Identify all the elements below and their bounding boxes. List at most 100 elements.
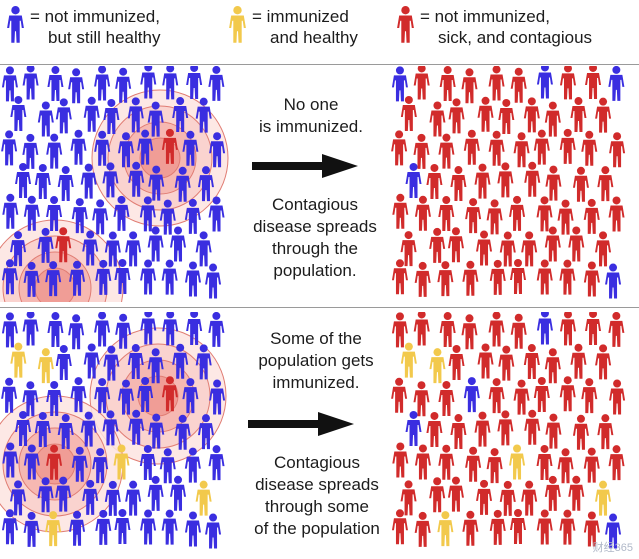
blue-person-icon xyxy=(7,6,24,43)
person-sick-icon xyxy=(509,195,526,231)
person-not-immunized-icon xyxy=(34,163,51,199)
person-not-immunized-icon xyxy=(208,312,225,347)
person-sick-icon xyxy=(465,198,482,234)
person-sick-icon xyxy=(438,444,455,480)
person-not-immunized-icon xyxy=(608,66,625,101)
person-sick-icon xyxy=(498,98,515,134)
person-not-immunized-icon xyxy=(69,260,86,296)
caption-line: disease spreads xyxy=(253,217,377,236)
person-sick-icon xyxy=(438,133,455,169)
person-not-immunized-icon xyxy=(208,66,225,101)
person-not-immunized-icon xyxy=(57,414,74,450)
person-not-immunized-icon xyxy=(170,226,187,262)
caption-line: immunized. xyxy=(272,373,360,392)
person-not-immunized-icon xyxy=(137,377,154,413)
person-sick-icon xyxy=(585,312,602,345)
person-sick-icon xyxy=(557,199,574,235)
arrow-right-icon xyxy=(248,412,354,436)
person-sick-icon xyxy=(414,261,431,297)
crowd-before-spread xyxy=(0,312,227,549)
person-not-immunized-icon xyxy=(68,68,85,104)
person-not-immunized-icon xyxy=(80,411,97,447)
person-not-immunized-icon xyxy=(55,344,72,380)
person-sick-icon xyxy=(536,196,553,232)
person-sick-icon xyxy=(55,227,72,263)
person-sick-icon xyxy=(536,509,553,545)
person-sick-icon xyxy=(392,442,409,478)
person-not-immunized-icon xyxy=(463,377,480,413)
person-not-immunized-icon xyxy=(208,196,225,232)
person-sick-icon xyxy=(477,96,494,132)
person-sick-icon xyxy=(572,414,589,450)
person-sick-icon xyxy=(486,448,503,484)
person-not-immunized-icon xyxy=(1,66,18,102)
person-not-immunized-icon xyxy=(159,199,176,235)
person-not-immunized-icon xyxy=(128,161,145,197)
person-sick-icon xyxy=(413,66,430,100)
person-sick-icon xyxy=(513,132,530,168)
caption-line: population. xyxy=(273,261,357,280)
person-sick-icon xyxy=(400,480,417,516)
person-not-immunized-icon xyxy=(139,444,156,480)
person-not-immunized-icon xyxy=(1,509,18,545)
person-not-immunized-icon xyxy=(55,98,72,134)
person-sick-icon xyxy=(536,444,553,480)
person-not-immunized-icon xyxy=(104,480,121,516)
person-not-immunized-icon xyxy=(22,312,39,346)
person-not-immunized-icon xyxy=(148,165,165,201)
crowd-after-spread xyxy=(391,312,626,549)
person-sick-icon xyxy=(608,196,625,232)
person-sick-icon xyxy=(439,66,456,102)
person-not-immunized-icon xyxy=(184,198,201,234)
person-sick-icon xyxy=(568,226,585,262)
person-immunized-icon xyxy=(429,348,446,384)
person-not-immunized-icon xyxy=(10,480,27,516)
person-not-immunized-icon xyxy=(69,510,86,546)
person-not-immunized-icon xyxy=(125,480,142,516)
person-sick-icon xyxy=(559,376,576,412)
person-not-immunized-icon xyxy=(186,312,203,345)
person-not-immunized-icon xyxy=(536,312,553,345)
person-sick-icon xyxy=(585,66,602,99)
crowd-after-spread xyxy=(391,66,626,299)
person-not-immunized-icon xyxy=(70,377,87,413)
person-not-immunized-icon xyxy=(102,410,119,446)
person-sick-icon xyxy=(489,259,506,295)
person-not-immunized-icon xyxy=(94,130,111,166)
person-sick-icon xyxy=(544,226,561,262)
person-immunized-icon xyxy=(437,511,454,547)
red-person-icon xyxy=(397,6,414,43)
person-not-immunized-icon xyxy=(22,381,39,417)
person-not-immunized-icon xyxy=(83,96,100,132)
person-sick-icon xyxy=(533,129,550,165)
person-sick-icon xyxy=(474,163,491,199)
person-sick-icon xyxy=(545,413,562,449)
person-sick-icon xyxy=(559,312,576,346)
person-not-immunized-icon xyxy=(71,198,88,234)
person-sick-icon xyxy=(509,259,526,295)
person-sick-icon xyxy=(583,261,600,297)
person-not-immunized-icon xyxy=(47,66,64,102)
person-not-immunized-icon xyxy=(209,379,226,415)
caption-top: No one is immunized. xyxy=(236,94,386,138)
legend-label-line1: = immunized xyxy=(252,7,349,26)
person-not-immunized-icon xyxy=(117,379,134,415)
caption-line: is immunized. xyxy=(259,117,363,136)
person-not-immunized-icon xyxy=(161,259,178,295)
person-immunized-icon xyxy=(37,348,54,384)
legend-label-line2: sick, and contagious xyxy=(438,28,593,47)
person-sick-icon xyxy=(438,380,455,416)
person-not-immunized-icon xyxy=(82,479,99,515)
person-sick-icon xyxy=(608,445,625,481)
person-not-immunized-icon xyxy=(147,226,164,262)
legend-item-immunized-healthy: = immunized and healthy xyxy=(226,6,358,48)
person-not-immunized-icon xyxy=(174,166,191,202)
person-not-immunized-icon xyxy=(82,230,99,266)
person-not-immunized-icon xyxy=(195,344,212,380)
person-sick-icon xyxy=(513,379,530,415)
person-not-immunized-icon xyxy=(10,231,27,267)
person-sick-icon xyxy=(488,312,505,347)
person-not-immunized-icon xyxy=(70,129,87,165)
person-not-immunized-icon xyxy=(139,196,156,232)
person-sick-icon xyxy=(414,444,431,480)
